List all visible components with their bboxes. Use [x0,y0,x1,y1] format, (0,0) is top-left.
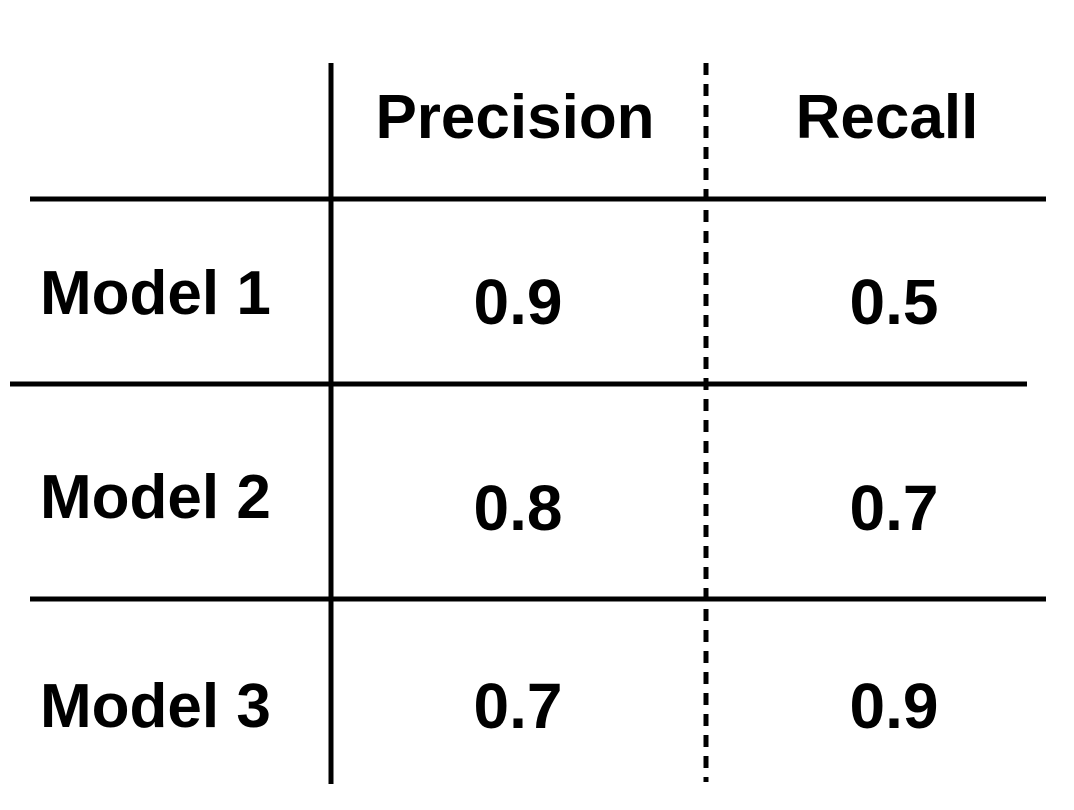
column-header-precision: Precision [375,83,654,152]
cell-model-3-recall: 0.9 [850,670,939,742]
row-label-model-2: Model 2 [40,463,271,532]
cell-model-3-precision: 0.7 [474,670,563,742]
row-label-model-1: Model 1 [40,259,271,328]
row-label-model-3: Model 3 [40,672,271,741]
cell-model-2-precision: 0.8 [474,472,563,544]
column-header-recall: Recall [796,83,979,152]
cell-model-1-recall: 0.5 [850,266,939,338]
cell-model-1-precision: 0.9 [474,266,563,338]
cell-model-2-recall: 0.7 [850,472,939,544]
